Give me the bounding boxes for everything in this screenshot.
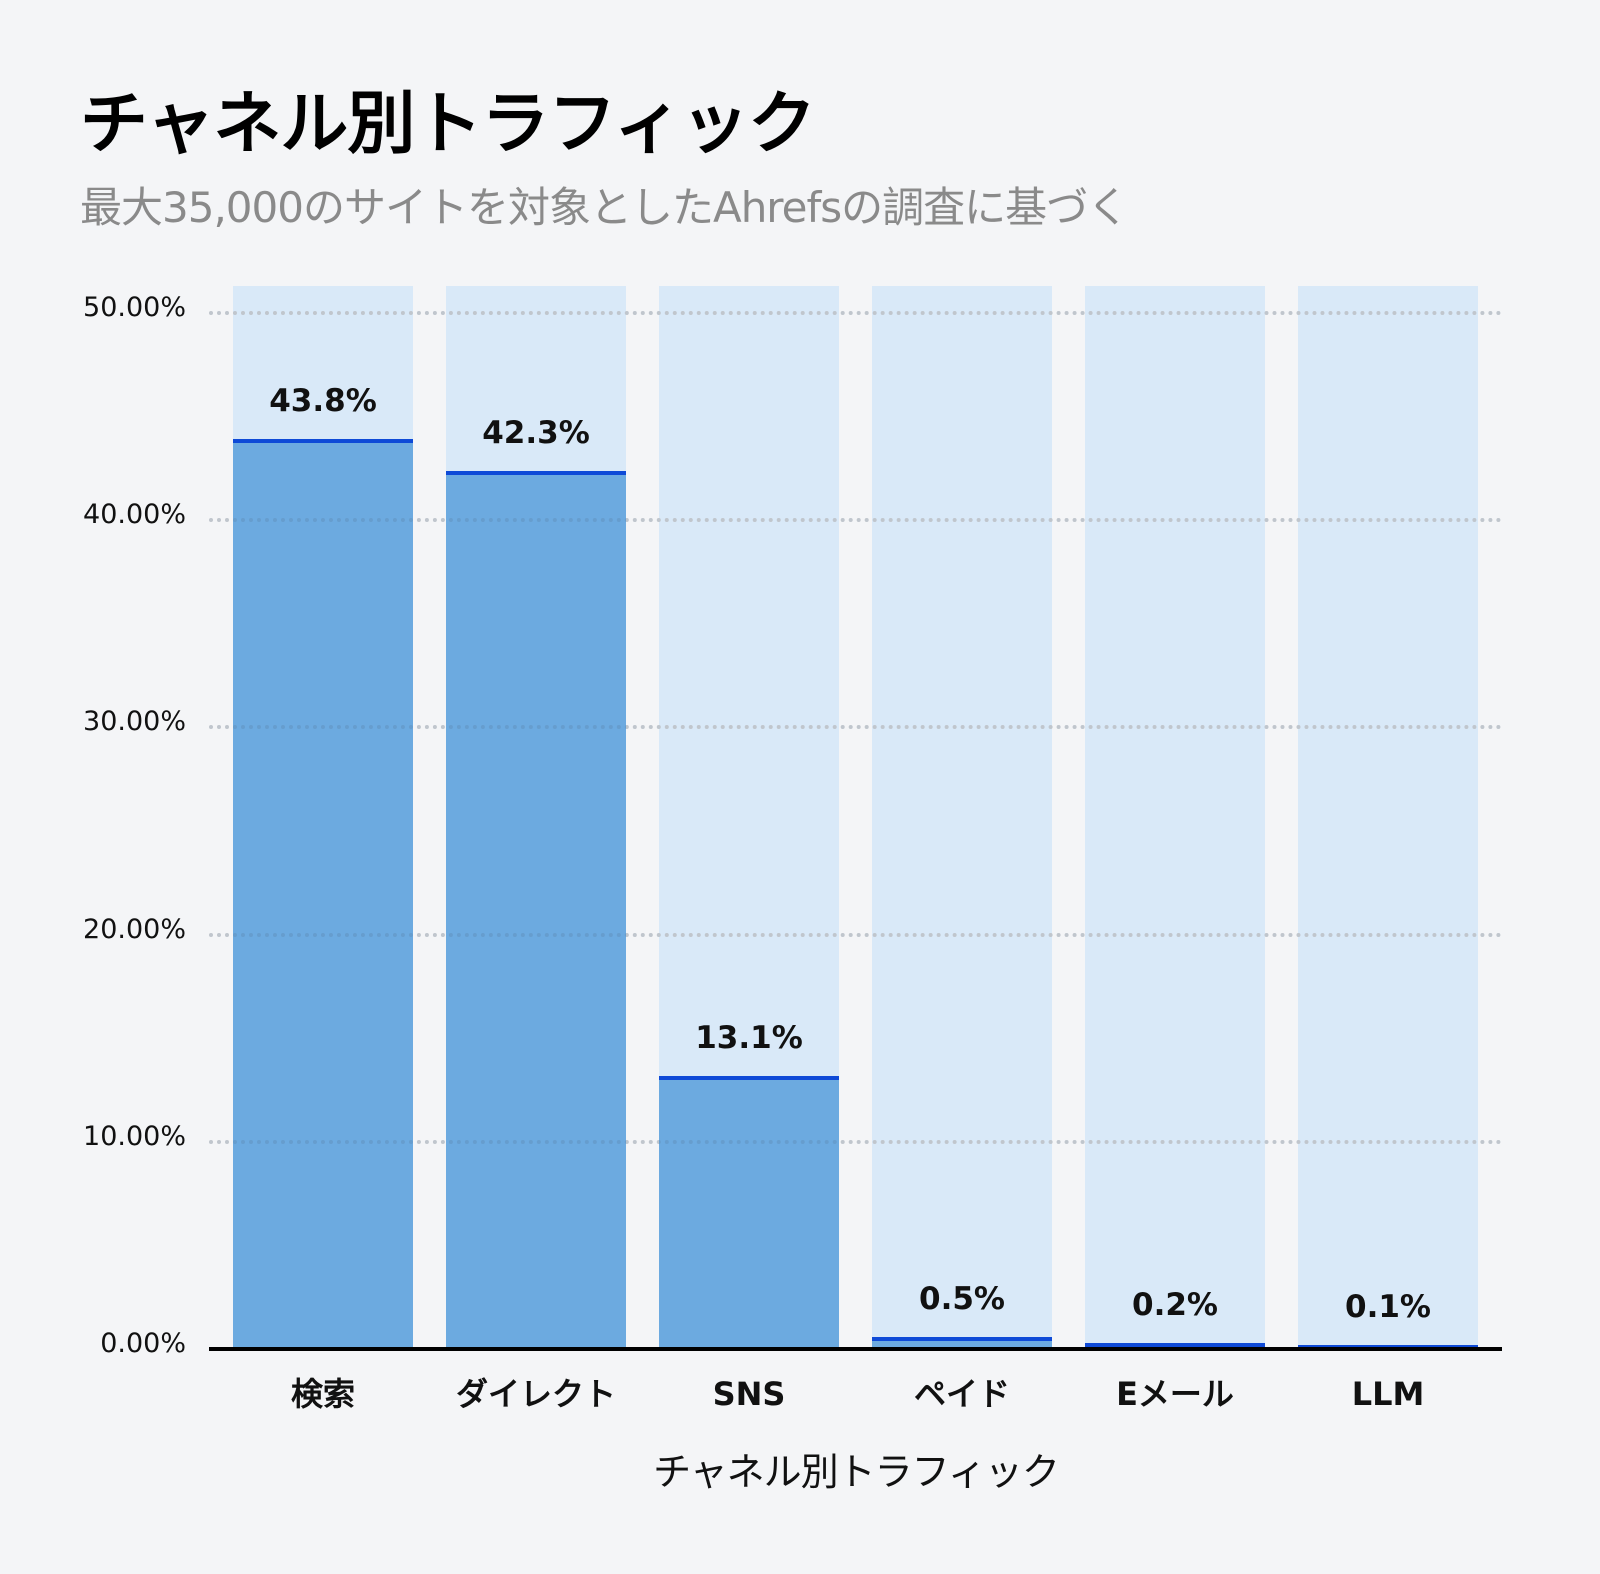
y-tick-label: 40.00% [83,499,186,531]
value-label: 0.1% [1345,1288,1431,1325]
x-tick-label: LLM [1351,1375,1425,1413]
y-tick-label: 0.00% [100,1328,186,1359]
value-label: 43.8% [269,383,377,420]
y-tick-label: 10.00% [83,1120,186,1152]
x-tick-label: ダイレクト [455,1375,616,1413]
bar-5[interactable] [1298,1344,1478,1349]
y-tick-label: 50.00% [83,292,186,323]
bar-3[interactable] [872,1336,1052,1349]
x-axis-label: チャネル別トラフィック [653,1450,1060,1494]
gridline [209,1139,1502,1144]
y-tick-label: 20.00% [83,913,186,945]
gridline-overlay [209,932,1502,937]
bar-4[interactable] [1085,1342,1265,1349]
bar-2[interactable] [659,1075,839,1349]
chart-title: チャネル別トラフィック [80,85,816,164]
bar-background [872,286,1052,1349]
bar-background [1298,286,1478,1349]
value-label: 0.2% [1132,1286,1218,1323]
bar-background [1085,286,1265,1349]
x-tick-label: Eメール [1116,1375,1234,1413]
value-label: 13.1% [695,1019,803,1056]
gridline-overlay [209,1139,1502,1144]
gridline [209,518,1502,523]
gridline [209,932,1502,937]
value-label: 42.3% [482,414,590,451]
gridline-overlay [209,518,1502,523]
value-label: 0.5% [919,1280,1005,1317]
gridline-overlay [209,311,1502,315]
bar-1[interactable] [446,470,626,1349]
x-tick-label: ペイド [913,1375,1010,1413]
x-tick-label: SNS [712,1375,786,1413]
x-axis-line [209,1347,1502,1351]
chart-subtitle: 最大35,000のサイトを対象としたAhrefsの調査に基づく [80,183,1129,232]
y-tick-label: 30.00% [83,706,186,738]
bar-0[interactable] [233,439,413,1349]
gridline [209,311,1502,315]
gridline-overlay [209,725,1502,730]
x-tick-label: 検索 [290,1375,355,1413]
gridline [209,725,1502,730]
